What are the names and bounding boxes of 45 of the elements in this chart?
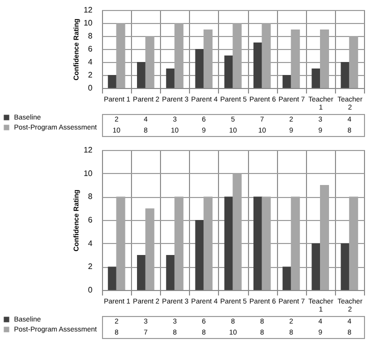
bar bbox=[204, 196, 213, 290]
bar bbox=[174, 196, 184, 290]
bar bbox=[137, 62, 146, 88]
bar bbox=[145, 208, 154, 290]
bar bbox=[195, 220, 204, 290]
y-tick-label: 2 bbox=[88, 262, 94, 272]
bar bbox=[108, 266, 117, 290]
bar bbox=[232, 173, 242, 290]
bar bbox=[320, 185, 329, 290]
bar bbox=[349, 36, 358, 88]
bar bbox=[320, 30, 329, 88]
bar bbox=[195, 49, 204, 88]
bar bbox=[116, 23, 126, 88]
bar bbox=[312, 243, 321, 290]
bar bbox=[204, 30, 213, 88]
bar bbox=[282, 266, 292, 290]
bar bbox=[290, 30, 300, 88]
bar bbox=[312, 68, 321, 88]
bar bbox=[166, 255, 176, 290]
y-tick-label: 8 bbox=[88, 192, 94, 202]
bar bbox=[253, 42, 262, 88]
y-tick-label: 6 bbox=[88, 44, 94, 54]
bar bbox=[262, 23, 271, 88]
bar bbox=[166, 68, 176, 88]
bar bbox=[349, 196, 358, 290]
bar bbox=[137, 255, 146, 290]
y-tick-label: 12 bbox=[84, 6, 94, 14]
y-tick-label: 0 bbox=[88, 84, 94, 92]
bar bbox=[290, 196, 300, 290]
bar bbox=[174, 23, 184, 88]
bar bbox=[262, 196, 271, 290]
y-tick-label: 8 bbox=[88, 32, 94, 40]
y-tick-label: 2 bbox=[88, 70, 94, 80]
y-tick-label: 10 bbox=[84, 168, 94, 178]
bar bbox=[282, 75, 292, 88]
y-tick-label: 0 bbox=[88, 286, 94, 294]
bar bbox=[232, 23, 242, 88]
y-tick-label: 4 bbox=[88, 58, 94, 66]
y-tick-label: 6 bbox=[88, 216, 94, 224]
y-tick-label: 4 bbox=[88, 238, 94, 248]
y-tick-label: 12 bbox=[84, 146, 94, 154]
bar bbox=[145, 36, 154, 88]
bar bbox=[116, 196, 126, 290]
bar bbox=[253, 196, 262, 290]
y-tick-label: 10 bbox=[84, 18, 94, 28]
